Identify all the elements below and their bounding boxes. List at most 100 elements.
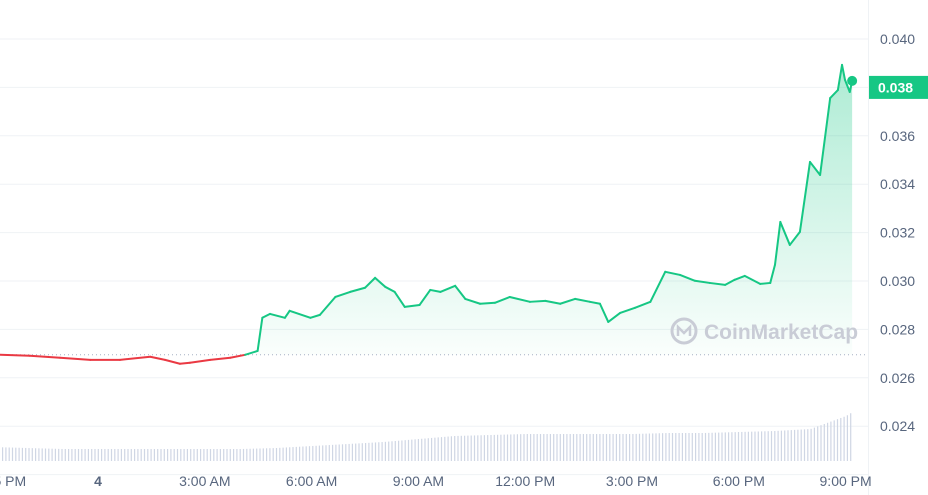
price-segment	[809, 160, 822, 177]
volume-bar	[638, 433, 641, 461]
volume-bar	[246, 448, 248, 461]
gridlines	[0, 0, 869, 495]
volume-bar	[239, 449, 241, 461]
volume-bar	[836, 419, 839, 461]
x-tick-label: 9:15 PM	[0, 473, 26, 489]
volume-bar	[35, 448, 37, 461]
volume-bar	[737, 432, 740, 461]
volume-bar	[371, 442, 373, 461]
volume-bar	[665, 433, 667, 461]
volume-bar	[724, 432, 726, 461]
volume-bar	[335, 444, 337, 461]
volume-bar	[223, 449, 225, 461]
volume-bar	[843, 416, 845, 461]
volume-bar	[526, 434, 528, 461]
volume-bar	[97, 449, 99, 461]
volume-bar	[520, 434, 522, 461]
volume-bar	[272, 448, 274, 461]
volume-bar	[355, 443, 357, 461]
price-segment	[283, 309, 291, 319]
volume-bar	[2, 447, 4, 461]
volume-bar	[589, 434, 591, 461]
current-price-badge: 0.038	[869, 75, 928, 99]
volume-bar	[28, 448, 30, 461]
volume-bar	[536, 434, 538, 461]
volume-bar	[398, 440, 400, 461]
volume-bar	[44, 448, 47, 461]
volume-bar	[345, 444, 347, 461]
volume-bar	[454, 435, 456, 461]
volume-bar	[602, 434, 604, 461]
volume-bar	[48, 448, 50, 461]
volume-bar	[830, 421, 832, 461]
price-segment	[708, 281, 727, 286]
volume-bar	[15, 447, 17, 461]
volume-bar	[675, 433, 677, 461]
volume-bar	[797, 429, 799, 461]
volume-bar	[414, 439, 416, 461]
volume-bar	[820, 425, 822, 461]
x-tick-label: 9:00 PM	[820, 473, 872, 489]
volume-bar	[147, 449, 149, 461]
price-segment	[439, 284, 457, 293]
volume-bar	[721, 432, 723, 461]
price-segment	[779, 220, 791, 246]
volume-bar	[150, 449, 152, 461]
volume-bar	[8, 447, 10, 461]
volume-bar	[850, 413, 852, 461]
volume-bar	[213, 449, 215, 461]
price-segment	[773, 220, 782, 266]
volume-bar	[38, 448, 40, 461]
volume-bar	[114, 449, 116, 461]
volume-bar	[671, 433, 674, 461]
volume-bar	[160, 449, 162, 461]
volume-bar	[681, 433, 683, 461]
volume-bar	[11, 447, 14, 461]
volume-bar	[124, 449, 126, 461]
volume-bar	[777, 430, 779, 461]
volume-bar	[203, 449, 205, 461]
volume-bar	[404, 440, 406, 461]
volume-bar	[440, 437, 443, 461]
volume-bar	[764, 431, 766, 461]
volume-bar	[645, 433, 647, 461]
volume-bar	[490, 434, 492, 461]
volume-bar	[25, 447, 27, 461]
price-segment	[844, 78, 851, 93]
volume-bar	[473, 435, 476, 461]
volume-bar	[358, 443, 360, 461]
volume-bar	[655, 433, 657, 461]
volume-bar	[846, 415, 848, 461]
volume-bar	[41, 448, 43, 461]
price-segment	[59, 356, 92, 361]
x-tick-label: 6:00 AM	[286, 473, 337, 489]
price-segment	[188, 358, 212, 364]
price-segment	[619, 306, 636, 314]
volume-bar	[563, 434, 565, 461]
volume-bar	[546, 434, 548, 461]
volume-bar	[107, 449, 109, 461]
volume-bar	[266, 448, 268, 461]
volume-bar	[68, 449, 70, 461]
volume-bar	[754, 431, 756, 461]
volume-bar	[642, 433, 644, 461]
volume-bar	[130, 449, 132, 461]
volume-bar	[229, 449, 231, 461]
volume-bar	[81, 449, 83, 461]
price-segment	[724, 278, 736, 286]
x-tick-label: 6:00 PM	[713, 473, 765, 489]
volume-bar	[817, 426, 819, 461]
volume-bar	[800, 429, 802, 461]
price-segment	[364, 276, 377, 289]
volume-bar	[678, 433, 680, 461]
volume-bar	[784, 430, 786, 461]
volume-bar	[576, 434, 578, 461]
volume-bar	[823, 423, 825, 461]
volume-bar	[5, 447, 7, 461]
x-tick-label: 4	[94, 473, 102, 489]
volume-bar	[553, 434, 555, 461]
volume-bar	[434, 437, 436, 461]
y-tick-label: 0.026	[880, 370, 915, 386]
volume-bar	[84, 449, 86, 461]
